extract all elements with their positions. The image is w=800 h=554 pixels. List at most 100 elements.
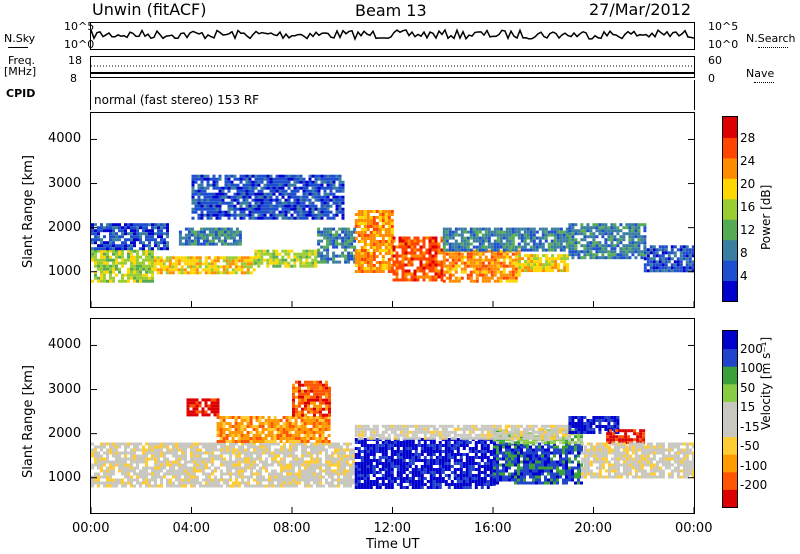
power-cell bbox=[326, 257, 330, 261]
power-cell bbox=[499, 230, 503, 234]
power-cell bbox=[197, 186, 201, 190]
power-cell bbox=[440, 266, 444, 270]
power-cell bbox=[422, 272, 426, 276]
velocity-cell bbox=[258, 440, 262, 443]
velocity-cell bbox=[127, 463, 130, 467]
velocity-cell bbox=[202, 472, 205, 476]
power-cell bbox=[505, 233, 509, 237]
power-cell bbox=[223, 233, 227, 237]
power-cell bbox=[366, 270, 370, 273]
power-cell bbox=[353, 257, 357, 261]
velocity-cell bbox=[381, 483, 385, 486]
power-cell bbox=[246, 259, 250, 263]
power-cell bbox=[622, 235, 626, 239]
velocity-cell bbox=[432, 471, 436, 474]
power-cell bbox=[404, 272, 408, 276]
velocity-cell bbox=[274, 484, 277, 488]
power-cell bbox=[154, 244, 157, 248]
power-cell bbox=[434, 263, 438, 267]
power-cell bbox=[539, 260, 543, 264]
velocity-cell bbox=[399, 477, 403, 480]
velocity-cell bbox=[301, 472, 304, 476]
power-cell bbox=[227, 207, 231, 211]
power-cell bbox=[186, 259, 190, 263]
velocity-cell bbox=[285, 416, 289, 419]
velocity-cell bbox=[295, 410, 298, 414]
velocity-cell bbox=[322, 442, 325, 446]
power-cell bbox=[335, 213, 339, 217]
station-title: Unwin (fitACF) bbox=[92, 0, 207, 19]
velocity-cell bbox=[234, 419, 238, 422]
velocity-cell bbox=[325, 448, 328, 452]
velocity-cell bbox=[310, 469, 313, 473]
power-cell bbox=[556, 227, 560, 231]
power-cell bbox=[637, 232, 641, 236]
power-cell bbox=[472, 245, 476, 249]
power-cell bbox=[511, 242, 515, 246]
power-cell bbox=[413, 278, 417, 282]
power-cell bbox=[186, 256, 190, 260]
velocity-cell bbox=[444, 459, 448, 462]
velocity-cell bbox=[298, 472, 301, 476]
velocity-cell bbox=[244, 469, 247, 473]
power-cell bbox=[425, 257, 429, 261]
power-cell bbox=[375, 246, 379, 249]
velocity-cell bbox=[360, 459, 364, 462]
power-cell bbox=[437, 248, 441, 252]
power-cell bbox=[281, 201, 285, 205]
power-cell bbox=[559, 233, 563, 237]
power-cell bbox=[293, 204, 297, 208]
velocity-cell bbox=[204, 398, 208, 402]
power-cell bbox=[151, 270, 154, 274]
power-cell bbox=[410, 239, 414, 243]
velocity-cell bbox=[184, 451, 187, 455]
velocity-cell bbox=[187, 442, 190, 446]
power-cell bbox=[142, 258, 145, 262]
power-cell bbox=[130, 252, 133, 256]
velocity-cell bbox=[130, 478, 133, 482]
power-cell bbox=[460, 230, 464, 234]
power-cell bbox=[91, 241, 94, 245]
power-cell bbox=[233, 198, 237, 202]
velocity-cell bbox=[235, 463, 238, 467]
velocity-cell bbox=[235, 460, 238, 464]
power-cell bbox=[127, 226, 130, 230]
velocity-cell bbox=[226, 460, 229, 464]
power-cell bbox=[493, 233, 497, 237]
power-cell bbox=[121, 247, 124, 251]
velocity-cell bbox=[282, 431, 286, 434]
power-cell bbox=[539, 269, 543, 273]
power-cell bbox=[589, 244, 593, 248]
power-cell bbox=[360, 210, 364, 213]
power-cell bbox=[496, 270, 500, 274]
velocity-cell bbox=[273, 437, 277, 440]
velocity-cell bbox=[399, 468, 403, 471]
power-cell bbox=[299, 177, 303, 181]
power-cell bbox=[553, 248, 557, 252]
velocity-cell bbox=[360, 441, 364, 444]
power-cell bbox=[685, 263, 689, 267]
velocity-cell bbox=[271, 478, 274, 482]
power-cell bbox=[209, 216, 213, 220]
velocity-cell bbox=[313, 451, 316, 455]
velocity-cell bbox=[384, 486, 388, 489]
power-cell bbox=[231, 262, 235, 266]
power-cell bbox=[548, 257, 552, 261]
power-cell bbox=[481, 267, 485, 271]
power-cell bbox=[145, 267, 148, 271]
power-cell bbox=[197, 213, 201, 217]
power-cell bbox=[106, 258, 109, 262]
velocity-cell bbox=[121, 478, 124, 482]
power-cell bbox=[260, 180, 264, 184]
power-cell bbox=[194, 174, 198, 178]
power-cell bbox=[643, 238, 647, 242]
velocity-cell bbox=[313, 478, 316, 482]
power-cell bbox=[260, 174, 264, 178]
velocity-cell bbox=[226, 451, 229, 455]
power-cell bbox=[387, 258, 391, 261]
power-cell bbox=[631, 226, 635, 230]
velocity-cell bbox=[283, 457, 286, 461]
power-cell bbox=[165, 268, 169, 272]
power-cell bbox=[293, 255, 297, 259]
power-cell bbox=[118, 229, 121, 233]
